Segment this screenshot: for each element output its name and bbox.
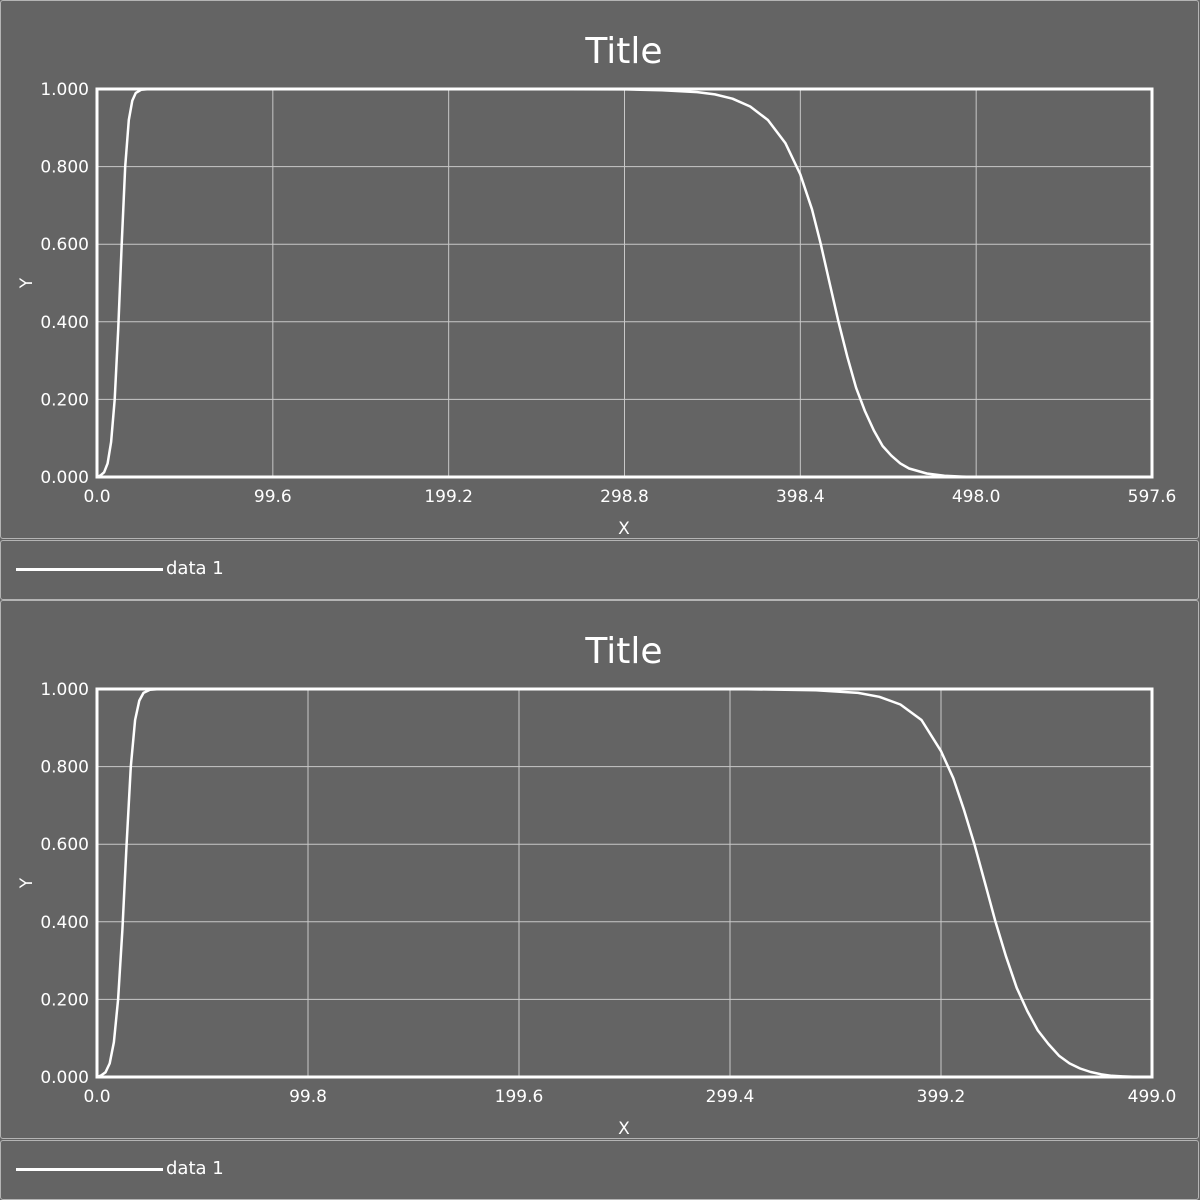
x-axis-label: X [618,519,630,539]
chart-title: Title [584,631,662,672]
y-tick-label: 0.400 [40,313,89,333]
y-tick-label: 0.000 [40,468,89,488]
chart-panel-1: Title 0.0 99.6 199.2 298.8 398.4 498.0 597.6 0.0… [0,0,1199,539]
legend-label: data 1 [166,1158,224,1179]
y-tick-label: 1.000 [40,80,89,100]
legend-label: data 1 [166,558,224,579]
x-tick-label: 597.6 [1128,487,1177,507]
x-tick-label: 0.0 [83,1087,110,1107]
x-axis-label: X [618,1119,630,1139]
x-tick-label: 298.8 [600,487,649,507]
x-tick-label: 299.4 [706,1087,755,1107]
y-tick-label: 1.000 [40,680,89,700]
series-line [96,87,1152,479]
x-tick-label: 498.0 [952,487,1001,507]
x-tick-label: 0.0 [83,487,110,507]
y-tick-label: 0.400 [40,913,89,933]
legend-swatch [16,1168,163,1171]
x-tick-label: 398.4 [776,487,825,507]
y-axis-label: Y [17,877,37,889]
y-axis-label: Y [17,277,37,289]
x-tick-label: 99.6 [254,487,292,507]
chart-2-svg[interactable]: Title 0.0 99.8 199.6 299.4 399.2 499.0 0.000 0.2… [1,601,1200,1140]
series-line [96,687,1152,1079]
x-tick-label: 399.2 [917,1087,966,1107]
y-tick-label: 0.800 [40,758,89,778]
x-tick-label: 199.6 [495,1087,544,1107]
legend-1: data 1 [0,540,1199,600]
axes-frame [95,87,1154,479]
legend-2: data 1 [0,1140,1199,1200]
x-tick-label: 499.0 [1128,1087,1177,1107]
chart-1-svg[interactable]: Title 0.0 99.6 199.2 298.8 398.4 498.0 597.6 0.0… [1,1,1200,540]
y-tick-label: 0.600 [40,835,89,855]
chart-panel-2: Title 0.0 99.8 199.6 299.4 399.2 499.0 0.000 0.2… [0,600,1199,1139]
y-tick-label: 0.200 [40,390,89,410]
y-tick-label: 0.800 [40,158,89,178]
axes-frame [95,687,1154,1079]
x-tick-label: 99.8 [289,1087,327,1107]
x-tick-label: 199.2 [424,487,473,507]
y-tick-label: 0.200 [40,990,89,1010]
y-tick-label: 0.000 [40,1068,89,1088]
y-tick-label: 0.600 [40,235,89,255]
chart-title: Title [584,31,662,72]
legend-swatch [16,568,163,571]
